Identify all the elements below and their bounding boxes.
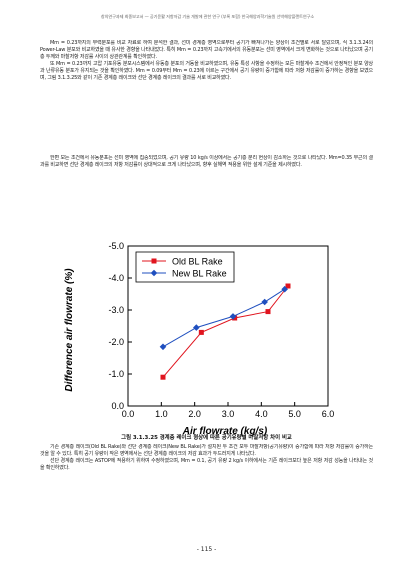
legend-label: New BL Rake <box>172 269 227 279</box>
paragraph: 기존 경계층 레이크(Old BL Rake)와 선단 경계층 레이크(New … <box>40 444 373 458</box>
paragraph: 한편 모든 조건에서 유동분포는 선미 영역에 집중되었으며, 공기 유량 10… <box>40 155 373 169</box>
running-header: 창의연구과제 최종보고서 — 공기윤활 저항저감 기술 개발에 관한 연구 (부… <box>100 14 315 19</box>
paragraph: 선단 경계층 레이크는 ASTOP에 적용하기 위하여 수정하였으며, Mm =… <box>40 458 373 472</box>
data-point <box>159 343 167 351</box>
legend-box <box>135 251 235 283</box>
data-point <box>281 285 288 293</box>
x-tick-label: 1.0 <box>155 409 168 419</box>
x-tick-label: 2.0 <box>188 409 201 419</box>
x-axis-label: Air flowrate (kg/s) <box>182 426 268 437</box>
data-point <box>265 309 271 315</box>
legend-marker <box>150 269 158 277</box>
y-tick-label: 0.0 <box>111 401 124 411</box>
data-point <box>261 298 268 306</box>
paragraph: Mm = 0.23까지의 부력분포를 비교 자료로 하여 분석한 결과, 선미 … <box>40 40 373 61</box>
y-tick-label: -2.0 <box>108 337 124 347</box>
data-point <box>229 313 237 320</box>
page-number: - 115 - <box>196 546 217 553</box>
data-point <box>285 283 291 289</box>
x-tick-label: 5.0 <box>288 409 301 419</box>
x-tick-label: 6.0 <box>322 409 335 419</box>
legend-marker <box>151 258 157 264</box>
data-point <box>160 374 166 380</box>
data-point <box>198 329 204 335</box>
y-tick-label: -4.0 <box>108 273 124 283</box>
figure-caption: 그림 3.1.3.25 경계층 레이크 형상에 따른 공기유량별 마찰저항 차이… <box>121 435 292 441</box>
body-text-bottom: 기존 경계층 레이크(Old BL Rake)와 선단 경계층 레이크(New … <box>40 444 373 500</box>
y-axis-label: Difference air flowrate (%) <box>64 268 75 392</box>
legend-label: Old BL Rake <box>172 257 223 267</box>
y-tick-label: -3.0 <box>108 305 124 315</box>
x-tick-label: 3.0 <box>222 409 235 419</box>
chart-figure: 0.0 1.0 2.0 3.0 4.0 5.0 6.0 0.0 -1.0 -2.0 -3.0 -4.0… <box>60 241 360 438</box>
x-tick-label: 4.0 <box>255 409 268 419</box>
body-text-top: Mm = 0.23까지의 부력분포를 비교 자료로 하여 분석한 결과, 선미 … <box>40 40 373 154</box>
paragraph: 또 Mm = 0.23까지 고압 기포유동 분포시스템에서 유동층 분포의 거동… <box>40 61 373 82</box>
x-tick-label: 0.0 <box>122 409 135 419</box>
y-tick-label: -1.0 <box>108 369 124 379</box>
y-tick-label: -5.0 <box>108 242 124 251</box>
body-text-middle: 한편 모든 조건에서 유동분포는 선미 영역에 집중되었으며, 공기 유량 10… <box>40 155 373 245</box>
line-chart: 0.0 1.0 2.0 3.0 4.0 5.0 6.0 0.0 -1.0 -2.0 -3.0 -4.0… <box>64 241 335 437</box>
